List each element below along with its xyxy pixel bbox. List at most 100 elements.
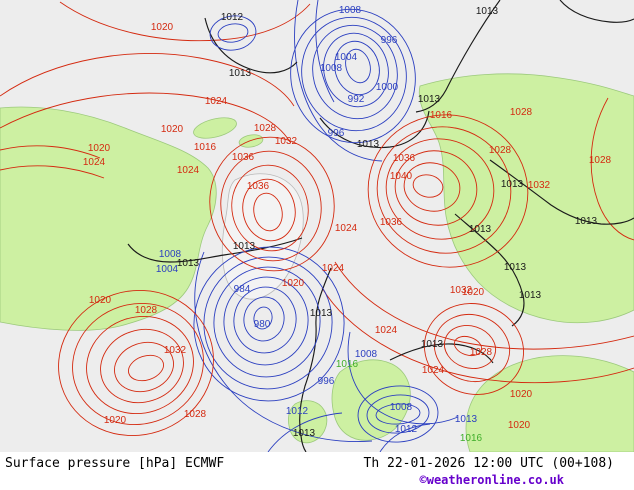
surface-pressure-map: 1020 1024 1020 1016 1028 1032 1036 1036 1024 1020… — [0, 0, 634, 452]
pressure-label: 1028 — [183, 409, 207, 420]
isobar-ring-atlantic-high — [58, 289, 214, 437]
isobar-1013-line — [415, 0, 501, 113]
pressure-label: 1036 — [379, 217, 403, 228]
pressure-label: 1013 — [503, 262, 527, 273]
landmass-eurasia — [418, 73, 634, 324]
datetime-label: Th 22-01-2026 12:00 UTC (00+108) — [363, 456, 614, 471]
isobar-1013-line — [299, 267, 332, 452]
pressure-label: 1020 — [461, 287, 485, 298]
pressure-label: 1012 — [285, 406, 309, 417]
pressure-label: 1032 — [527, 180, 551, 191]
pressure-label: 1020 — [507, 420, 531, 431]
landmasses — [0, 73, 634, 452]
pressure-label: 1028 — [488, 145, 512, 156]
pressure-label: 1013 — [228, 68, 252, 79]
isobar-arc — [0, 165, 105, 179]
pressure-label: 1028 — [253, 123, 277, 134]
isobar-ring-bering-low — [301, 16, 407, 132]
isobar-ring-atlantic-high — [128, 354, 164, 382]
pressure-label: 1028 — [509, 107, 533, 118]
isobar-ring-baltic-low — [375, 403, 421, 425]
pressure-label: 1013 — [454, 414, 478, 425]
isobar-arc — [321, 287, 634, 384]
pressure-label: 996 — [317, 376, 335, 387]
isobar-ring-baltic-low — [357, 385, 439, 443]
pressure-label: 1013 — [420, 339, 444, 350]
isobar-ring-greenland-high — [242, 178, 296, 242]
pressure-label: 1012 — [220, 12, 244, 23]
pressure-label: 992 — [347, 94, 365, 105]
landmass-arctic-islands — [193, 117, 237, 139]
isobar-1013-line — [489, 159, 634, 225]
pressure-label: 1024 — [176, 165, 200, 176]
isobar-arc — [0, 145, 101, 159]
pressure-label: 1024 — [82, 157, 106, 168]
isobar-ring-bering-low — [334, 40, 380, 96]
pressure-label: 1013 — [500, 179, 524, 190]
isobar-ring-siberian-high — [376, 126, 512, 254]
pressure-label: 1028 — [469, 347, 493, 358]
isobar-1013-line — [454, 213, 525, 327]
isobar-ring-greenland-high — [220, 150, 322, 262]
isobar-ring-siberian-high — [412, 174, 444, 198]
pressure-label: 1013 — [518, 290, 542, 301]
isobar-ring-east-ridge-high — [424, 303, 524, 395]
isobar-arc — [590, 97, 634, 241]
status-bar: Surface pressure [hPa] ECMWF Th 22-01-20… — [0, 452, 634, 490]
pressure-label: 1016 — [193, 142, 217, 153]
isobar-ring-greenland-high — [253, 192, 283, 232]
pressure-label: 1008 — [158, 249, 182, 260]
isobar-ring-iceland-low — [243, 296, 285, 342]
isobar-ring-atlantic-high — [86, 315, 194, 415]
isobar-ring-siberian-high — [394, 150, 478, 226]
isobar-ring-iceland-low — [203, 256, 333, 390]
pressure-label: 1024 — [421, 365, 445, 376]
pressure-label: 1036 — [231, 152, 255, 163]
status-bar-row: Surface pressure [hPa] ECMWF Th 22-01-20… — [0, 452, 634, 471]
pressure-label: 1008 — [389, 402, 413, 413]
isobar-arcs-blue — [194, 0, 459, 452]
isobar-arc — [0, 92, 291, 143]
isobar-ring-polar-low — [217, 23, 249, 43]
isobar-ring-east-ridge-high — [433, 314, 511, 382]
pressure-label: 996 — [380, 35, 398, 46]
pressure-label: 1013 — [292, 428, 316, 439]
isobar-ring-iceland-low — [213, 266, 321, 378]
pressure-label: 1000 — [375, 82, 399, 93]
isobar-ring-bering-low — [290, 8, 416, 144]
pressure-label: 1024 — [321, 263, 345, 274]
isobar-arc — [294, 0, 383, 162]
isobar-arcs-1013 — [127, 0, 634, 452]
pressure-label: 1028 — [588, 155, 612, 166]
isobar-1013-line — [204, 17, 298, 74]
isobar-arc — [267, 412, 343, 452]
isobar-ring-bering-low — [345, 48, 371, 84]
pressure-label: 1020 — [88, 295, 112, 306]
landmass-east-europe — [465, 355, 634, 452]
pressure-label: 1013 — [468, 224, 492, 235]
pressure-label: 1020 — [160, 124, 184, 135]
isobar-arc — [347, 331, 459, 425]
pressure-label: 1032 — [163, 345, 187, 356]
pressure-label: 1032 — [449, 285, 473, 296]
credit-text: ©weatheronline.co.uk — [419, 473, 565, 487]
pressure-label: 1013 — [309, 308, 333, 319]
pressure-label: 1016 — [335, 359, 359, 370]
pressure-label: 1024 — [204, 96, 228, 107]
product-label: Surface pressure [hPa] ECMWF — [5, 456, 225, 471]
isobar-ring-siberian-high — [403, 162, 461, 212]
pressure-label: 996 — [327, 128, 345, 139]
isobar-ring-siberian-high — [385, 138, 495, 240]
pressure-label: 1004 — [334, 52, 358, 63]
pressure-label: 1020 — [509, 389, 533, 400]
isobar-ring-atlantic-high — [100, 328, 184, 404]
isobar-1013-line — [319, 110, 430, 149]
pressure-label: 1004 — [155, 264, 179, 275]
pressure-label: 1013 — [417, 94, 441, 105]
isobar-ring-siberian-high — [367, 114, 529, 268]
isobar-arcs-red — [0, 1, 634, 384]
isobar-ring-iceland-low — [223, 276, 309, 366]
pressure-label: 1020 — [87, 143, 111, 154]
pressure-label: 984 — [233, 284, 251, 295]
